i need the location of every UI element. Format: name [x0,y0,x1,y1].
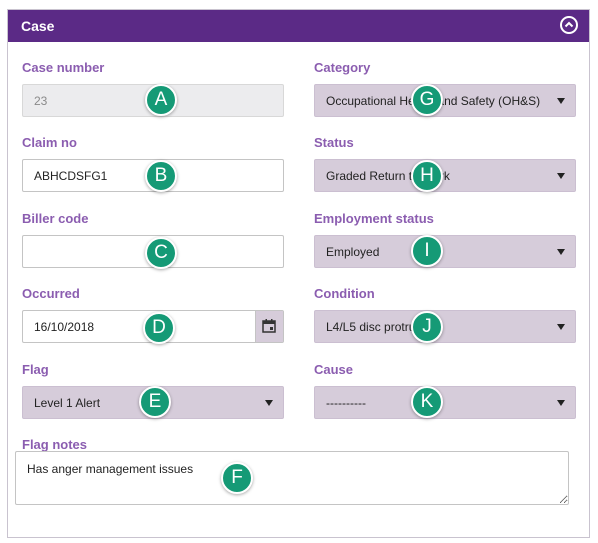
badge-f: F [221,462,253,494]
cause-value: ---------- [326,396,366,410]
badge-a: A [145,84,177,116]
collapse-chevron-up-icon[interactable] [560,16,578,34]
claim-no-label: Claim no [22,135,77,150]
status-select[interactable]: Graded Return to Work [314,159,576,192]
category-select[interactable]: Occupational Health and Safety (OH&S) [314,84,576,117]
employment-status-value: Employed [326,245,380,259]
case-number-label: Case number [22,60,105,75]
panel-header: Case [8,10,589,42]
badge-e: E [139,386,171,418]
flag-notes-textarea[interactable]: Has anger management issues [15,451,569,505]
occurred-label: Occurred [22,286,80,301]
badge-c: C [145,237,177,269]
cause-label: Cause [314,362,354,377]
case-number-value: 23 [34,94,48,108]
caret-down-icon [557,98,565,104]
caret-down-icon [265,400,273,406]
occurred-value: 16/10/2018 [34,320,95,334]
biller-code-label: Biller code [22,211,89,226]
panel-title: Case [21,18,55,34]
badge-d: D [143,312,175,344]
cause-select[interactable]: ---------- [314,386,576,419]
status-label: Status [314,135,354,150]
caret-down-icon [557,324,565,330]
condition-label: Condition [314,286,375,301]
flag-value: Level 1 Alert [34,396,101,410]
caret-down-icon [557,173,565,179]
condition-value: L4/L5 disc protrusion [326,320,438,334]
badge-i: I [411,235,443,267]
caret-down-icon [557,249,565,255]
caret-down-icon [557,400,565,406]
flag-notes-label: Flag notes [22,437,88,452]
badge-k: K [411,386,443,418]
employment-status-label: Employment status [314,211,434,226]
badge-h: H [411,160,443,192]
badge-j: J [411,311,443,343]
flag-label: Flag [22,362,49,377]
category-label: Category [314,60,371,75]
badge-g: G [411,84,443,116]
calendar-icon[interactable] [255,311,283,342]
claim-no-value: ABHCDSFG1 [34,169,108,183]
condition-select[interactable]: L4/L5 disc protrusion [314,310,576,343]
employment-status-select[interactable]: Employed [314,235,576,268]
badge-b: B [145,160,177,192]
